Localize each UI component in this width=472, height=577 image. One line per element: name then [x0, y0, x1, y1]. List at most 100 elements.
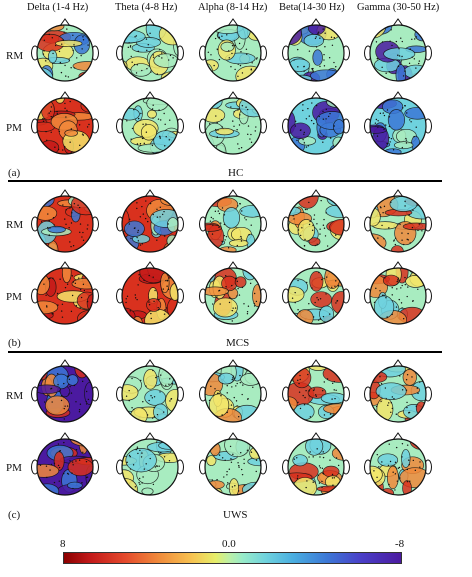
electrode-dot [226, 474, 228, 476]
electrode-dot [396, 279, 399, 281]
electrode-dot [319, 456, 321, 458]
electrode-dot [304, 208, 307, 211]
electrode-dot [237, 287, 239, 290]
electrode-dot [60, 71, 63, 74]
contour-blob [375, 382, 407, 400]
electrode-dot [398, 48, 400, 50]
electrode-dot [406, 238, 408, 240]
electrode-dot [78, 410, 81, 413]
contour-blob [292, 74, 313, 81]
electrode-dot [71, 212, 73, 214]
electrode-dot [152, 54, 155, 56]
electrode-dot [167, 223, 169, 225]
electrode-dot [303, 131, 305, 134]
band-header-alpha: Alpha (8-14 Hz) [198, 2, 268, 13]
electrode-dot [383, 294, 385, 297]
electrode-dot [221, 457, 224, 459]
electrode-dot [50, 115, 52, 118]
electrode-dot [385, 398, 387, 400]
electrode-dot [309, 451, 311, 453]
row-label-pm: PM [6, 122, 22, 134]
nose-shape [392, 432, 404, 441]
electrode-dot [322, 473, 325, 475]
contour-blob [322, 465, 340, 478]
electrode-dot [165, 307, 168, 309]
electrode-dot [50, 106, 53, 108]
head-outline [287, 195, 345, 253]
contour-blob [401, 449, 411, 468]
electrode-dot [383, 238, 385, 240]
head-outline [204, 24, 262, 82]
electrode-dot [213, 64, 215, 67]
electrode-dot [136, 64, 139, 66]
contour-blob [47, 49, 58, 64]
contour-blob [125, 448, 157, 473]
electrode-dot [153, 416, 156, 418]
electrode-dot [229, 445, 232, 448]
electrode-dot [223, 234, 225, 237]
electrode-dot [145, 131, 148, 133]
electrode-dot [156, 239, 158, 241]
electrode-dot [312, 456, 314, 458]
nose-shape [310, 18, 322, 27]
electrode-dot [406, 406, 408, 409]
head-outline [369, 97, 427, 155]
contour-blob [47, 225, 66, 234]
electrode-dot [86, 228, 88, 230]
electrode-dot [404, 70, 406, 72]
electrode-dot [308, 390, 311, 392]
electrode-dot [58, 50, 61, 53]
electrode-dot [237, 75, 239, 77]
electrode-dot [235, 400, 238, 402]
contour-blob [292, 454, 308, 467]
electrode-dot [153, 300, 155, 303]
head-outline [36, 365, 94, 423]
electrode-dot [166, 285, 168, 287]
contour-blob [307, 25, 326, 36]
electrode-dot [376, 135, 379, 137]
electrode-dot [388, 116, 391, 118]
electrode-dot [220, 222, 222, 224]
electrode-dot [331, 286, 333, 288]
electrode-dot [319, 233, 321, 235]
electrode-dot [325, 118, 327, 120]
electrode-dot [61, 43, 63, 45]
electrode-dot [249, 138, 251, 140]
electrode-dot [79, 144, 81, 147]
electrode-dot [76, 57, 78, 59]
electrode-dot [406, 480, 409, 483]
electrode-dot [324, 46, 326, 48]
electrode-dot [417, 229, 419, 232]
electrode-dot [299, 378, 301, 381]
electrode-dot [158, 465, 160, 467]
electrode-dot [159, 206, 162, 209]
electrode-dot [238, 124, 241, 126]
electrode-dot [334, 285, 336, 287]
contour-blob [122, 307, 136, 324]
electrode-dot [66, 283, 69, 285]
electrode-dot [411, 38, 413, 41]
electrode-dot [151, 144, 154, 147]
electrode-dot [231, 378, 233, 381]
row-label-pm: PM [6, 291, 22, 303]
electrode-dot [377, 126, 379, 128]
electrode-dot [141, 452, 143, 454]
electrode-dot [149, 32, 151, 35]
electrode-dot [230, 404, 233, 406]
electrode-dot [397, 277, 400, 279]
electrode-dot [237, 109, 239, 111]
electrode-dot [69, 385, 71, 388]
electrode-dot [163, 235, 166, 237]
electrode-dot [146, 49, 148, 52]
topomap-hc-rm-4 [364, 18, 432, 82]
electrode-dot [168, 383, 170, 385]
electrode-dot [302, 394, 304, 397]
electrode-dot [303, 65, 305, 68]
contour-blob [316, 485, 344, 493]
electrode-dot [236, 295, 238, 297]
electrode-dot [394, 473, 397, 475]
electrode-dot [234, 307, 237, 309]
electrode-dot [383, 128, 385, 130]
electrode-dot [308, 303, 310, 305]
electrode-dot [86, 300, 89, 303]
